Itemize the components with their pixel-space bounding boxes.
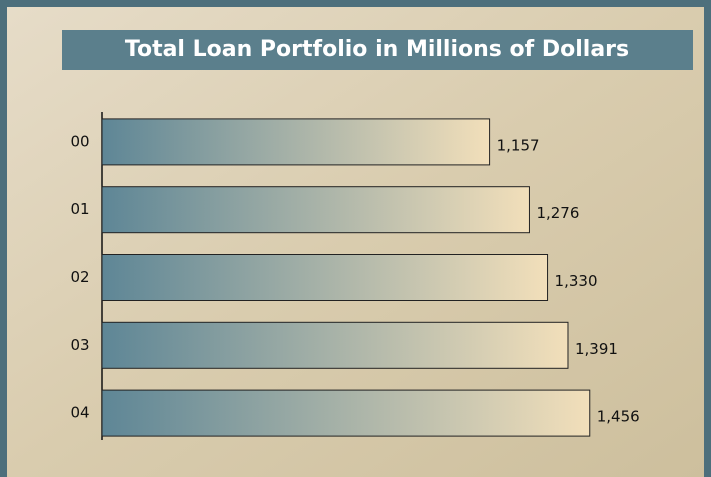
value-label: 1,330 (555, 272, 598, 290)
y-tick-label: 02 (70, 268, 89, 286)
chart: Total Loan Portfolio in Millions of Doll… (0, 0, 711, 477)
y-tick-label: 03 (70, 336, 89, 354)
value-label: 1,157 (497, 136, 540, 154)
bar (102, 119, 490, 165)
value-label: 1,276 (536, 204, 579, 222)
value-label: 1,456 (597, 408, 640, 426)
chart-title: Total Loan Portfolio in Millions of Doll… (125, 37, 629, 62)
bar (102, 255, 548, 301)
bar (102, 187, 529, 233)
value-label: 1,391 (575, 340, 618, 358)
y-tick-label: 00 (70, 132, 89, 150)
bar (102, 322, 568, 368)
bar (102, 390, 590, 436)
y-tick-label: 01 (70, 200, 89, 218)
y-tick-label: 04 (70, 404, 89, 422)
